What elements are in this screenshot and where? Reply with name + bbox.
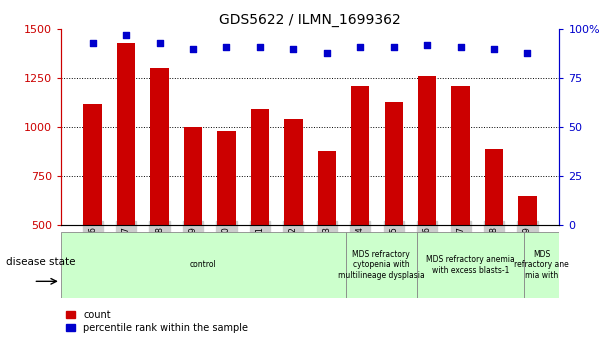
Bar bbox=[217, 131, 236, 323]
Text: MDS
refractory ane
mia with: MDS refractory ane mia with bbox=[514, 250, 569, 280]
Point bbox=[389, 44, 399, 50]
Bar bbox=[485, 148, 503, 323]
Point bbox=[356, 44, 365, 50]
Point bbox=[154, 40, 164, 46]
Title: GDS5622 / ILMN_1699362: GDS5622 / ILMN_1699362 bbox=[219, 13, 401, 26]
Point bbox=[121, 32, 131, 38]
Bar bbox=[117, 43, 136, 323]
Bar bbox=[61, 232, 346, 298]
Bar bbox=[83, 103, 102, 323]
Bar bbox=[250, 109, 269, 323]
Bar bbox=[150, 68, 169, 323]
Bar bbox=[384, 102, 403, 323]
Point bbox=[221, 44, 231, 50]
Text: control: control bbox=[190, 261, 216, 269]
Bar bbox=[317, 151, 336, 323]
Legend: count, percentile rank within the sample: count, percentile rank within the sample bbox=[66, 310, 248, 333]
Bar bbox=[184, 127, 202, 323]
Bar bbox=[523, 232, 559, 298]
Text: disease state: disease state bbox=[6, 257, 75, 267]
Point bbox=[423, 42, 432, 48]
Point bbox=[255, 44, 264, 50]
Point bbox=[322, 50, 332, 56]
Bar bbox=[284, 119, 303, 323]
Point bbox=[188, 46, 198, 52]
Point bbox=[456, 44, 466, 50]
Point bbox=[288, 46, 298, 52]
Bar bbox=[418, 76, 437, 323]
Text: MDS refractory
cytopenia with
multilineage dysplasia: MDS refractory cytopenia with multilinea… bbox=[338, 250, 424, 280]
Point bbox=[88, 40, 97, 46]
Bar bbox=[351, 86, 370, 323]
Bar bbox=[451, 86, 470, 323]
Bar bbox=[518, 196, 537, 323]
Bar bbox=[417, 232, 523, 298]
Bar bbox=[346, 232, 417, 298]
Point bbox=[523, 50, 533, 56]
Point bbox=[489, 46, 499, 52]
Text: MDS refractory anemia
with excess blasts-1: MDS refractory anemia with excess blasts… bbox=[426, 255, 515, 275]
